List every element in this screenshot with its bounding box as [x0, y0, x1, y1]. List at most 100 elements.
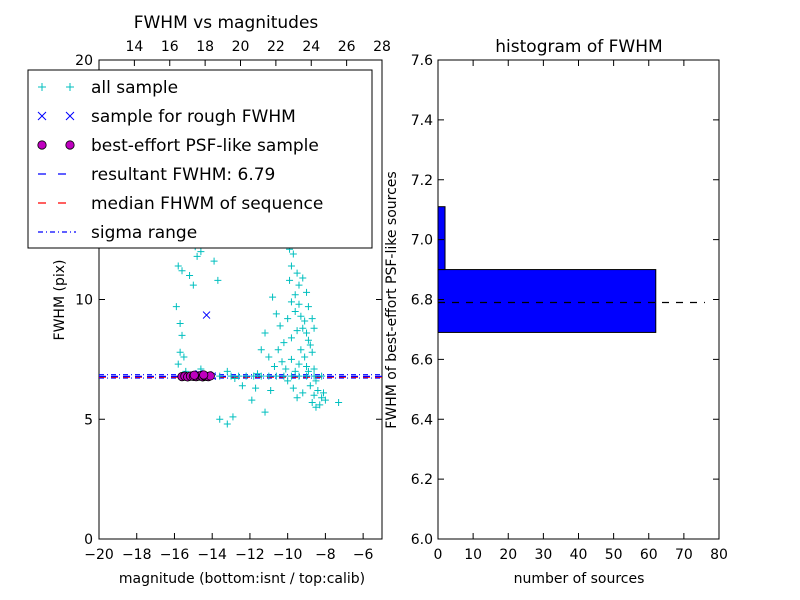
scatter-x-tick-label: −12 [235, 547, 265, 563]
all-sample-point [274, 346, 282, 354]
scatter-x-tick-label: −16 [160, 547, 190, 563]
all-sample-point [276, 322, 284, 330]
scatter-top-x-tick-label: 24 [302, 39, 320, 55]
all-sample-point [269, 293, 277, 301]
histogram-y-tick-label: 6.2 [411, 472, 433, 488]
all-sample-point [310, 372, 318, 380]
all-sample-point [172, 303, 180, 311]
histogram-y-tick-label: 7.2 [411, 173, 433, 189]
legend-label: sample for rough FWHM [91, 107, 296, 127]
legend-entry: sigma range [38, 223, 197, 243]
all-sample-point [310, 365, 318, 373]
scatter-x-tick-label: −8 [315, 547, 336, 563]
histogram-y-tick-label: 6.4 [411, 412, 433, 428]
legend-entry: resultant FWHM: 6.79 [38, 165, 275, 185]
histogram-y-tick-label: 7.0 [411, 233, 433, 249]
all-sample-point [293, 269, 301, 277]
psf-like-sample-point [189, 370, 199, 380]
scatter-legend: all sample sample for rough FWHM best-effo… [27, 69, 373, 249]
all-sample-point [242, 372, 250, 380]
histogram-x-tick-label: 40 [570, 547, 588, 563]
scatter-panel: −20 −18 −16 −14 −12 −10 −8 −6 14 16 18 20 22 24 26 28 … [27, 13, 391, 587]
all-sample-point [252, 384, 260, 392]
scatter-y-tick-labels: 0 5 10 20 [75, 53, 93, 548]
histogram-bars [437, 206, 657, 333]
all-sample-point [231, 375, 239, 383]
all-sample-point [265, 353, 273, 361]
histogram-y-axis-title: FWHM of best-effort PSF-like sources [384, 171, 400, 428]
all-sample-point [293, 394, 301, 402]
scatter-x-tick-label: −20 [84, 547, 114, 563]
histogram-ticks [437, 59, 720, 540]
scatter-top-x-tick-label: 14 [125, 39, 143, 55]
all-sample-point [321, 396, 329, 404]
all-sample-point [295, 372, 303, 380]
all-sample-point [318, 372, 326, 380]
legend-entry: best-effort PSF-like sample [37, 136, 319, 156]
scatter-x-tick-label: −14 [197, 547, 227, 563]
all-sample-point [193, 252, 201, 260]
all-sample-point [284, 377, 292, 385]
all-sample-point [295, 360, 303, 368]
all-sample-point [214, 276, 222, 284]
all-sample-point [318, 394, 326, 402]
histogram-y-tick-labels: 6.0 6.2 6.4 6.6 6.8 7.0 7.2 7.4 7.6 [411, 53, 433, 548]
all-sample-point [308, 398, 316, 406]
all-sample-point [299, 389, 307, 397]
all-sample-point [314, 387, 322, 395]
legend-marker [65, 111, 75, 121]
scatter-x-tick-label: −18 [122, 547, 152, 563]
all-sample-point [320, 389, 328, 397]
scatter-top-x-tick-label: 16 [161, 39, 179, 55]
scatter-y-tick-label: 0 [84, 532, 93, 548]
scatter-title: FWHM vs magnitudes [134, 13, 319, 33]
all-sample-point [197, 248, 205, 256]
all-sample-point [174, 360, 182, 368]
all-sample-point [189, 281, 197, 289]
all-sample-point [227, 372, 235, 380]
all-sample-point [223, 367, 231, 375]
all-sample-point [287, 334, 295, 342]
all-sample-point [257, 346, 265, 354]
histogram-y-tick-label: 7.6 [411, 53, 433, 69]
all-sample-point [270, 363, 278, 371]
legend-marker [37, 140, 47, 150]
histogram-x-tick-label: 80 [710, 547, 728, 563]
legend-label: resultant FWHM: 6.79 [91, 165, 275, 185]
legend-marker [66, 83, 74, 91]
all-sample-point [178, 267, 186, 275]
all-sample-point [312, 377, 320, 385]
all-sample-point [287, 355, 295, 363]
scatter-top-x-tick-label: 18 [196, 39, 214, 55]
all-sample-point [176, 348, 184, 356]
all-sample-point [280, 372, 288, 380]
legend-label: median FHWM of sequence [91, 194, 323, 214]
all-sample-point [291, 291, 299, 299]
scatter-y-tick-label: 20 [75, 53, 93, 69]
all-sample-point [303, 288, 311, 296]
histogram-title: histogram of FWHM [495, 37, 662, 57]
all-sample-point [287, 298, 295, 306]
all-sample-point [312, 403, 320, 411]
legend-label: all sample [91, 78, 178, 98]
all-sample-point [248, 396, 256, 404]
histogram-x-tick-label: 30 [534, 547, 552, 563]
all-sample-point [303, 363, 311, 371]
all-sample-point [223, 420, 231, 428]
all-sample-point [176, 319, 184, 327]
all-sample-point [291, 367, 299, 375]
legend-entry: all sample [38, 78, 178, 98]
histogram-y-tick-label: 6.8 [411, 293, 433, 309]
all-sample-point [253, 370, 261, 378]
all-sample-point [301, 317, 309, 325]
legend-marker [37, 111, 47, 121]
all-sample-point [299, 274, 307, 282]
all-sample-point [235, 372, 243, 380]
scatter-top-x-tick-labels: 14 16 18 20 22 24 26 28 [125, 39, 390, 55]
rough-fwhm-sample-point [202, 311, 211, 319]
all-sample-point [238, 382, 246, 390]
all-sample-point [295, 281, 303, 289]
scatter-x-axis-title: magnitude (bottom:isnt / top:calib) [119, 571, 365, 587]
histogram-x-axis-title: number of sources [514, 571, 645, 587]
